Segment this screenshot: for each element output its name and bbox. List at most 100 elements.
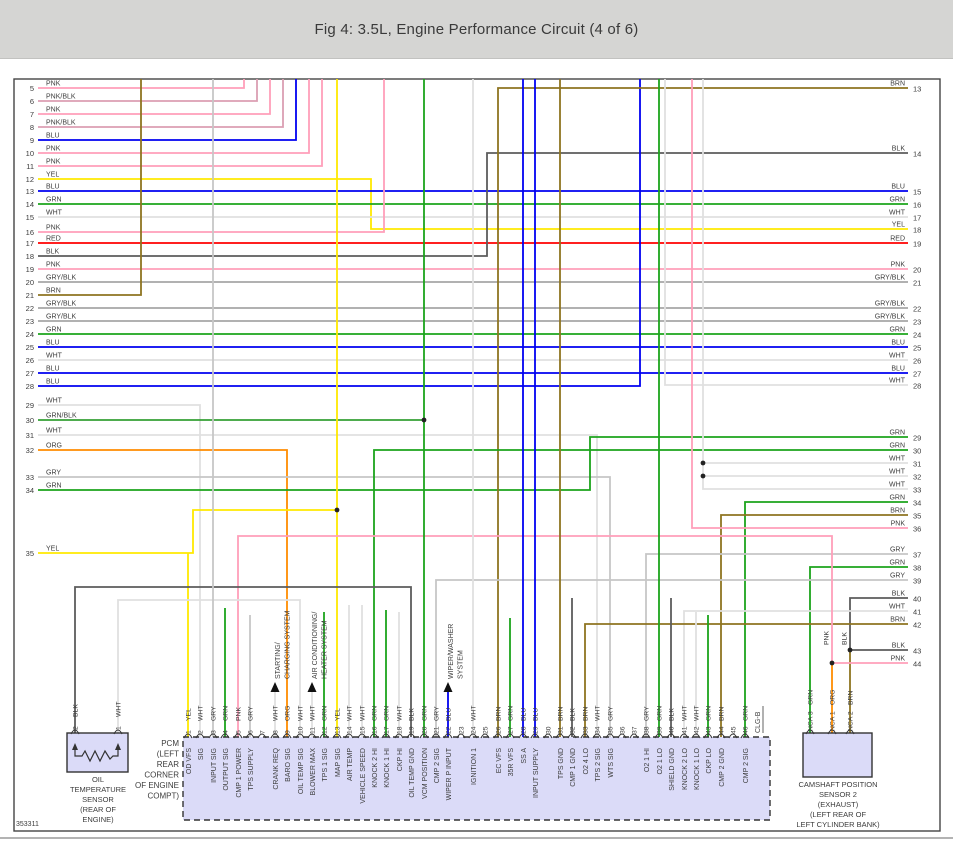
pcm-location-label: REAR	[157, 760, 179, 769]
pcm-pin-wire-color: BLU	[446, 708, 453, 721]
pcm-pin-number: 40	[669, 726, 676, 734]
system-reference-label: AIR CONDITIONING/	[312, 612, 319, 679]
pcm-pin-connector-mark	[195, 733, 205, 739]
cam-sensor-caption: CAMSHAFT POSITION	[798, 780, 877, 789]
pcm-pin-function: SS A	[521, 748, 528, 764]
left-pin-number: 32	[26, 446, 34, 455]
wire-pnkblk	[38, 79, 258, 102]
right-pin-wire-color: GRN	[889, 560, 905, 567]
pcm-pin-wire-color: WHT	[471, 706, 478, 721]
pcm-pin-function: KNOCK 2 LO	[682, 747, 689, 790]
pcm-pin-connector-mark	[654, 733, 664, 739]
wire-wht	[38, 434, 598, 737]
pcm-pin-function: CKP LO	[706, 747, 713, 773]
right-pin-number: 29	[913, 434, 921, 443]
oil-sensor-pin-number: 2	[73, 726, 80, 730]
left-pin-wire-color: GRY/BLK	[46, 275, 77, 282]
pcm-pin-number: 23	[459, 726, 466, 734]
right-pin-number: 17	[913, 214, 921, 223]
pcm-pin-wire-color: GRN	[743, 706, 750, 721]
wire-yel	[38, 79, 338, 554]
right-pin-number: 23	[913, 318, 921, 327]
figure-title-bar: Fig 4: 3.5L, Engine Performance Circuit …	[0, 0, 953, 59]
pcm-pin-wire-color: WHT	[360, 706, 367, 721]
pcm-pin-function: MAP SIG	[335, 748, 342, 777]
pcm-pin-function: TPS GND	[558, 748, 565, 779]
oil-sensor-wire-color: BLK	[73, 704, 80, 717]
wire-wht	[38, 404, 201, 737]
pcm-pin-wire-color: PNK	[236, 707, 243, 721]
pcm-pin-connector-mark	[605, 733, 615, 739]
pcm-pin-number: 41	[682, 726, 689, 734]
pcm-pin-number: 8	[273, 730, 280, 734]
right-pin-number: 39	[913, 577, 921, 586]
pcm-pin-wire-color: GRY	[211, 706, 218, 721]
left-pin-number: 26	[26, 356, 34, 365]
left-pin-number: 27	[26, 369, 34, 378]
right-pin-number: 37	[913, 551, 921, 560]
pcm-pin-number: 31	[558, 726, 565, 734]
left-pin-number: 16	[26, 228, 34, 237]
right-pin-wire-color: BRN	[890, 508, 905, 515]
wire-blk	[38, 152, 908, 257]
right-pin-number: 20	[913, 266, 921, 275]
junction-dot	[421, 417, 427, 423]
left-pin-wire-color: WHT	[46, 398, 63, 405]
pcm-pin-function: CMP 2 GND	[719, 748, 726, 787]
cam-sensor-pin-number: NCA 1	[830, 711, 837, 731]
pcm-pin-number: 19	[409, 726, 416, 734]
pcm-pin-connector-mark	[369, 733, 379, 739]
right-pin-wire-color: GRY/BLK	[875, 314, 906, 321]
oil-sensor-wire-color: WHT	[116, 702, 123, 717]
pcm-pin-wire-color: WHT	[694, 706, 701, 721]
pcm-pin-function: AIR TEMP	[347, 748, 354, 781]
left-pin-number: 5	[30, 84, 34, 93]
pcm-pin-function: CMP 2 SIG	[743, 748, 750, 783]
pcm-pin-number: 45	[731, 726, 738, 734]
left-pin-number: 9	[30, 136, 34, 145]
pcm-pin-function: BLOWER MAX	[310, 748, 317, 796]
wire-gry	[435, 579, 908, 737]
left-pin-number: 18	[26, 252, 34, 261]
left-pin-number: 21	[26, 291, 34, 300]
system-reference-label: STARTING/	[275, 642, 282, 679]
system-reference-label: WIPER/WASHER	[448, 624, 455, 679]
pcm-pin-function: 35R VFS	[508, 748, 515, 777]
pcm-pin-wire-color: BLU	[533, 708, 540, 721]
right-pin-number: 21	[913, 279, 921, 288]
left-pin-wire-color: BLU	[46, 379, 60, 386]
pcm-pin-function: O2 1 HI	[644, 748, 651, 772]
resistor-arrow-icon	[115, 743, 121, 750]
pcm-pin-connector-mark	[505, 733, 515, 739]
wire-pnk	[691, 79, 908, 529]
left-pin-wire-color: WHT	[46, 210, 63, 217]
right-pin-wire-color: PNK	[891, 521, 906, 528]
right-pin-wire-color: BLU	[891, 340, 905, 347]
cam-sensor-box	[802, 732, 873, 778]
right-pin-number: 38	[913, 564, 921, 573]
right-pin-wire-color: GRY/BLK	[875, 301, 906, 308]
cam-sensor-caption: LEFT CYLINDER BANK)	[796, 820, 880, 829]
left-pin-number: 31	[26, 431, 34, 440]
pcm-pin-connector-mark	[567, 733, 577, 739]
right-pin-wire-color: WHT	[889, 604, 906, 611]
left-pin-number: 20	[26, 278, 34, 287]
pcm-pin-function: CMP 1 POWER	[236, 748, 243, 798]
pcm-pin-number: 34	[595, 726, 602, 734]
pcm-pin-connector-mark	[679, 733, 689, 739]
left-pin-wire-color: GRN	[46, 327, 62, 334]
pcm-pin-function: BARO SIG	[285, 748, 292, 782]
pcm-pin-connector-mark	[592, 733, 602, 739]
wire-pnk	[38, 79, 271, 115]
pcm-pin-number: 9	[285, 730, 292, 734]
pcm-pin-connector-mark	[357, 733, 367, 739]
pcm-pin-number: 1	[186, 730, 193, 734]
left-pin-wire-color: YEL	[46, 546, 59, 553]
right-pin-number: 31	[913, 460, 921, 469]
pcm-pin-connector-mark	[270, 733, 280, 739]
wire-grn	[744, 501, 908, 737]
right-pin-number: 43	[913, 647, 921, 656]
left-pin-number: 19	[26, 265, 34, 274]
cam-sensor-caption: (EXHAUST)	[818, 800, 859, 809]
pcm-pin-wire-color: BRN	[719, 707, 726, 721]
